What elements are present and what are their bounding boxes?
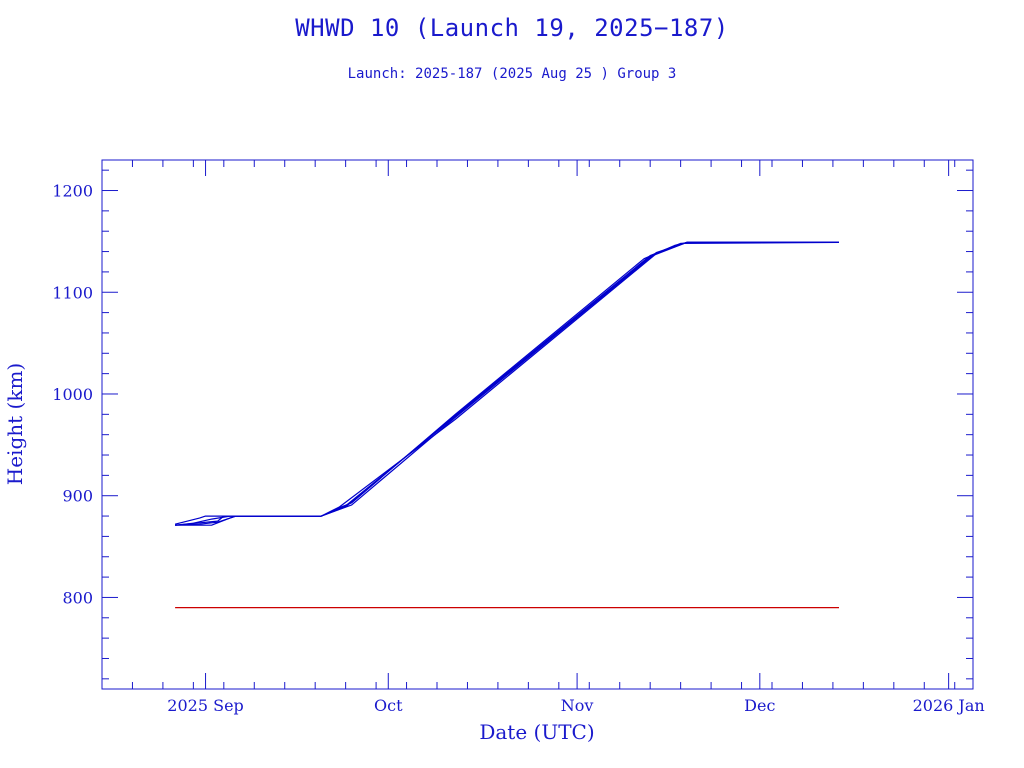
x-tick-label: Oct (374, 696, 403, 715)
series-line (175, 241, 839, 526)
y-tick-label: 800 (62, 588, 93, 607)
x-axis-title: Date (UTC) (479, 720, 594, 744)
y-tick-label: 1200 (52, 182, 93, 201)
y-tick-label: 1100 (52, 283, 93, 302)
y-tick-label: 1000 (52, 385, 93, 404)
y-tick-label: 900 (62, 487, 93, 506)
series-layer (174, 241, 840, 609)
plot-frame (101, 159, 974, 690)
x-tick-label: 2025 Sep (167, 696, 243, 715)
x-tick-label: Nov (561, 696, 594, 715)
series-line (175, 241, 839, 526)
ticks-layer: 800 900 1000 1100 1200 2025 Sep Oct Nov Dec 2026 … (52, 160, 985, 715)
chart-title: WHWD 10 (Launch 19, 2025−187) (295, 14, 729, 42)
chart-subtitle: Launch: 2025-187 (2025 Aug 25 ) Group 3 (347, 66, 677, 82)
y-axis-title: Height (km) (3, 363, 27, 485)
x-tick-label: 2026 Jan (913, 696, 985, 715)
series-line (175, 241, 839, 526)
x-tick-label: Dec (744, 696, 775, 715)
series-line (174, 241, 839, 525)
series-line (175, 241, 840, 526)
